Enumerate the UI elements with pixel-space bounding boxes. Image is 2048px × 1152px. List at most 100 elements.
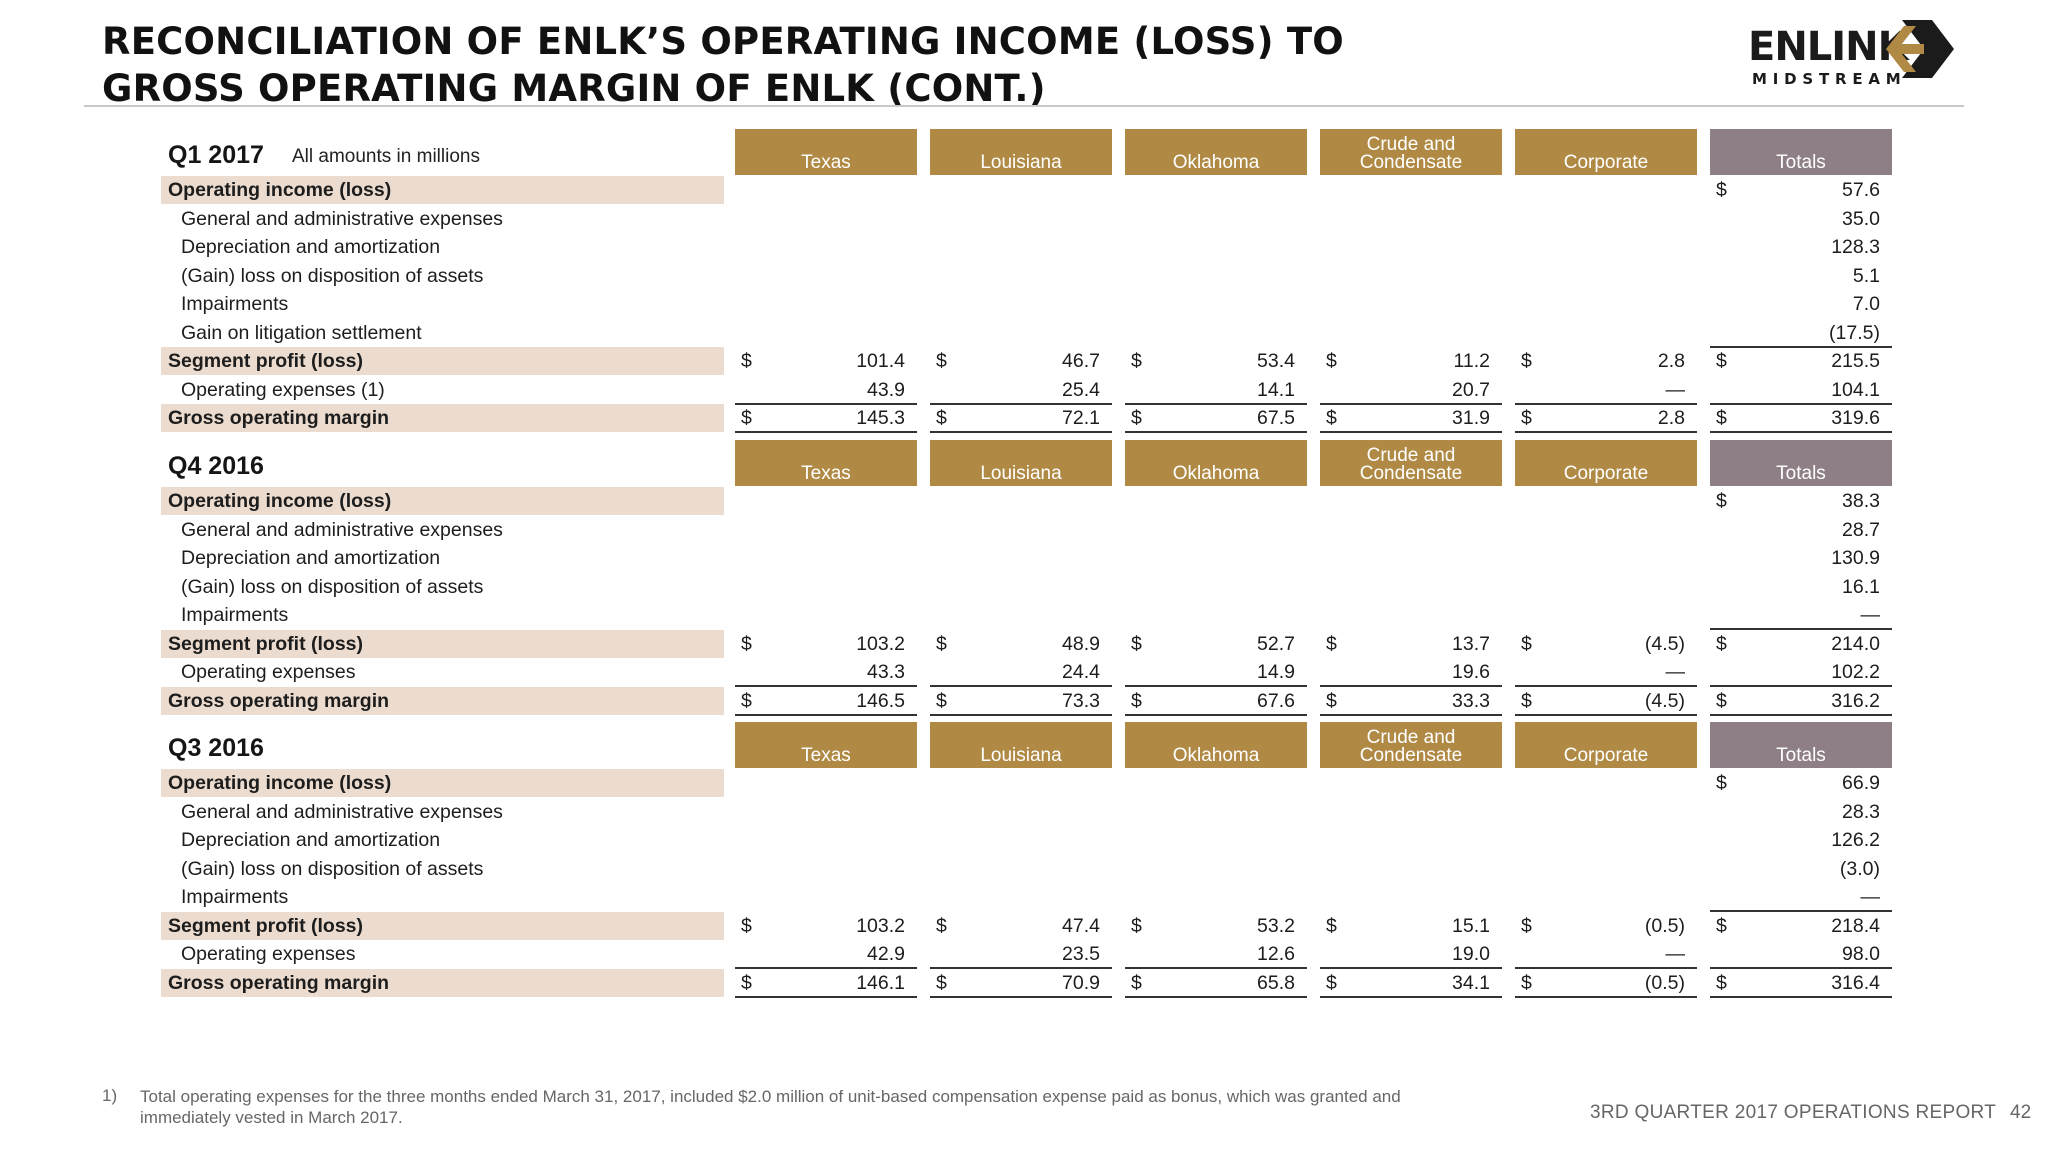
amounts-note: All amounts in millions <box>292 146 480 167</box>
table-cell: 19.6 <box>1320 658 1490 686</box>
table-cell: 14.1 <box>1125 376 1295 404</box>
column-header: Texas <box>735 129 917 175</box>
dollar-sign: $ <box>1521 971 1532 994</box>
row-highlight <box>161 487 724 515</box>
dollar-sign: $ <box>1716 179 1727 201</box>
dollar-sign: $ <box>936 350 947 372</box>
row-label: Segment profit (loss) <box>168 914 364 937</box>
row-label: Depreciation and amortization <box>181 547 441 569</box>
row-highlight <box>161 968 724 997</box>
table-cell: $2.8 <box>1515 347 1685 375</box>
table-cell: — <box>1515 940 1686 968</box>
table-cell: $57.6 <box>1710 176 1880 204</box>
page-title: RECONCILIATION OF ENLK’S OPERATING INCOM… <box>102 18 1402 112</box>
cell-value: (0.5) <box>1644 971 1685 994</box>
dollar-sign: $ <box>936 971 947 994</box>
table-cell: 98.0 <box>1710 940 1880 968</box>
total-underline <box>1710 910 1892 912</box>
table-cell: $70.9 <box>930 969 1100 997</box>
dollar-sign: $ <box>1521 350 1532 372</box>
table-cell: — <box>1515 658 1686 686</box>
table-cell: — <box>1515 376 1686 404</box>
table-cell: 28.3 <box>1710 798 1880 826</box>
row-label: (Gain) loss on disposition of assets <box>181 264 484 287</box>
column-header: Corporate <box>1515 440 1697 486</box>
table-cell: 25.4 <box>930 376 1100 404</box>
row-label: Segment profit (loss) <box>168 632 364 655</box>
total-underline <box>930 685 1112 687</box>
total-underline <box>1710 345 1892 348</box>
dollar-sign: $ <box>936 632 947 655</box>
table-cell: (17.5) <box>1710 319 1880 347</box>
cell-value: 7.0 <box>1852 293 1880 315</box>
table-cell: $11.2 <box>1320 347 1490 375</box>
cell-value: 316.2 <box>1831 689 1880 712</box>
logo-arrow-icon <box>1886 20 1954 78</box>
table-cell: $ (4.5) <box>1515 630 1685 658</box>
row-label: Segment profit (loss) <box>168 350 364 372</box>
table-cell: $66.9 <box>1710 769 1880 797</box>
column-header: Louisiana <box>930 129 1112 175</box>
dollar-sign: $ <box>1716 350 1727 372</box>
total-underline <box>1710 713 1892 716</box>
dollar-sign: $ <box>1131 407 1142 429</box>
row-highlight <box>161 911 724 940</box>
table-cell: 102.2 <box>1710 658 1880 686</box>
cell-value: 66.9 <box>1842 772 1880 794</box>
table-cell: 130.9 <box>1710 544 1880 572</box>
cell-value: 146.1 <box>856 971 905 994</box>
table-cell: $13.7 <box>1320 630 1490 658</box>
column-header: Louisiana <box>930 722 1112 768</box>
total-underline <box>930 402 1112 405</box>
table-cell: $72.1 <box>930 404 1100 432</box>
cell-value: 319.6 <box>1831 407 1880 429</box>
total-underline <box>1125 967 1307 969</box>
table-cell: $53.2 <box>1125 912 1295 940</box>
period-label: Q1 2017 <box>168 141 264 169</box>
table-cell: $145.3 <box>735 404 905 432</box>
dollar-sign: $ <box>1716 407 1727 429</box>
total-underline <box>735 402 917 405</box>
cell-value: 28.7 <box>1842 518 1880 541</box>
cell-value: 13.7 <box>1452 632 1490 655</box>
total-underline <box>930 967 1112 969</box>
cell-value: 218.4 <box>1831 914 1880 937</box>
dollar-sign: $ <box>1131 350 1142 372</box>
total-underline <box>1320 402 1502 405</box>
total-underline <box>1710 628 1892 630</box>
dollar-sign: $ <box>1716 689 1727 712</box>
logo-word: ENLINK <box>1748 24 1909 70</box>
cell-value: 42.9 <box>867 943 905 965</box>
enlink-logo: ENLINK MIDSTREAM <box>1748 18 1968 90</box>
cell-value: 65.8 <box>1257 971 1295 994</box>
cell-value: 38.3 <box>1842 490 1880 512</box>
dollar-sign: $ <box>1521 914 1532 937</box>
cell-value: 12.6 <box>1257 943 1295 965</box>
cell-value: 14.9 <box>1257 661 1295 683</box>
cell-value: 67.6 <box>1257 689 1295 712</box>
table-cell: $52.7 <box>1125 630 1295 658</box>
row-highlight <box>161 686 724 715</box>
table-cell: 16.1 <box>1710 573 1880 601</box>
cell-value: 15.1 <box>1452 914 1490 937</box>
table-cell: 128.3 <box>1710 233 1880 261</box>
cell-value: 101.4 <box>856 350 905 372</box>
total-underline <box>1515 402 1697 405</box>
table-cell: $46.7 <box>930 347 1100 375</box>
row-label: Depreciation and amortization <box>181 236 441 258</box>
dollar-sign: $ <box>1716 490 1727 512</box>
row-label: Depreciation and amortization <box>181 829 441 851</box>
table-cell: 42.9 <box>735 940 905 968</box>
cell-value: 31.9 <box>1452 407 1490 429</box>
row-label: General and administrative expenses <box>181 207 503 230</box>
logo-subtitle: MIDSTREAM <box>1752 70 1907 88</box>
cell-value: 128.3 <box>1831 236 1880 258</box>
dollar-sign: $ <box>1521 632 1532 655</box>
table-cell: 126.2 <box>1710 826 1880 854</box>
row-label: Gain on litigation settlement <box>181 321 422 344</box>
title-rule <box>84 105 1964 107</box>
total-underline <box>1710 995 1892 998</box>
cell-value: 72.1 <box>1062 407 1100 429</box>
column-header: Texas <box>735 722 917 768</box>
cell-value: 25.4 <box>1062 378 1100 401</box>
